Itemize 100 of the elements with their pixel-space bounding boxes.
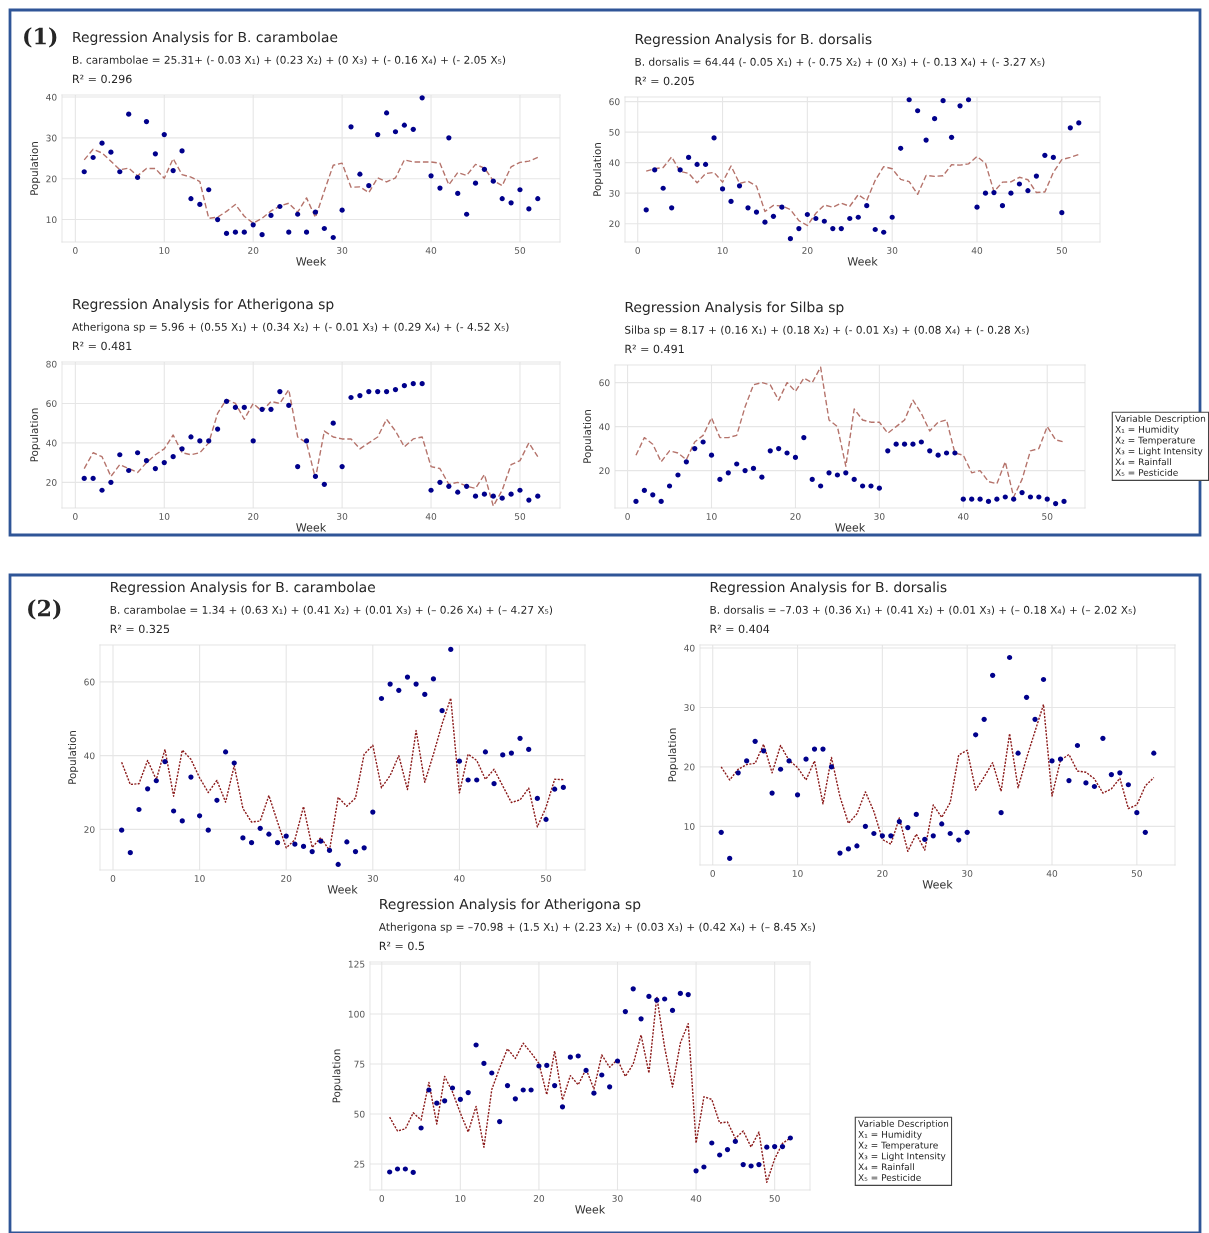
point [439,708,445,714]
point [752,738,758,744]
x-tick-label: 0 [73,247,78,254]
y-tick-label: 60 [46,400,57,407]
x-tick-label: 10 [455,1195,466,1202]
point [473,1042,479,1048]
point [528,1087,534,1093]
point [772,1144,778,1150]
x-tick-label: 20 [281,875,292,882]
point [250,222,256,228]
point [277,203,283,210]
x-tick-label: 50 [1131,870,1142,877]
point [330,234,336,241]
point [517,487,523,493]
point [232,229,239,235]
point [728,198,734,204]
point [396,687,402,693]
y-axis-title: Population [583,410,594,463]
point [455,190,461,197]
point [767,448,773,454]
y-tick-label: 40 [46,93,57,101]
point [575,1053,581,1059]
point [740,1162,746,1168]
point [669,205,675,211]
x-tick-label: 40 [971,247,983,254]
point [526,206,532,212]
point [675,472,681,478]
point [401,383,407,389]
point [693,1168,699,1174]
point [999,203,1006,209]
point [845,846,852,852]
point [81,475,87,481]
point [981,716,987,722]
line-series [720,703,1155,853]
chart-subtitle: B. dorsalis = 64.44 (- 0.05 X₁) + (- 0.75 X₂) + (0 X₃) + (- 0.13 X₄) + (- 3.27 X₅) [635,57,1045,68]
x-tick-label: 50 [514,513,526,520]
point [748,1163,754,1169]
point [277,389,283,395]
point [448,646,454,653]
point [375,389,381,395]
point [99,487,105,493]
point [583,1067,589,1073]
point [300,843,307,849]
point [392,129,399,135]
y-tick-label: 60 [609,98,620,106]
point [526,497,532,503]
point [170,167,176,174]
point [969,496,975,502]
chart-subtitle: B. carambolae = 1.34 + (0.63 X₁) + (0.41 X₂) + (0.01 X₃) + (– 0.26 X₄) + (– 4.27 X₅) [110,605,553,616]
point [1036,494,1042,500]
point [357,392,363,399]
point [419,95,425,101]
point [1002,494,1008,500]
point [534,795,540,802]
point [915,108,921,114]
chart-title: Regression Analysis for Silba sp [625,301,844,315]
point [361,845,367,851]
point [792,454,799,460]
point [481,166,488,172]
point [457,1096,463,1102]
point [292,841,298,847]
point [770,213,777,219]
point [711,135,717,141]
point [1015,750,1021,756]
point [464,483,470,489]
text: R² = 0.296 [73,74,132,84]
point [786,758,792,764]
point [761,748,767,754]
point [283,833,289,839]
text: R² = 0.5 [379,941,425,951]
point [994,496,1000,502]
point [1057,756,1064,762]
point [779,1144,786,1150]
point [259,232,265,238]
point [474,777,480,783]
text: R² = 0.491 [625,344,684,354]
point [864,203,870,209]
point [520,1087,526,1093]
point [708,452,715,458]
x-tick-label: 30 [337,513,348,520]
point [1059,210,1065,216]
point [241,404,247,410]
point [366,183,372,189]
point [222,749,229,755]
point [430,676,437,682]
chart-title: Regression Analysis for B. carambolae [73,31,338,45]
point [725,470,731,476]
y-tick-label: 50 [609,128,620,136]
point [330,420,336,426]
point [1042,152,1048,158]
chart-subtitle: Atherigona sp = 5.96 + (0.55 X₁) + (0.34 X₂) + (- 0.01 X₃) + (0.29 X₄) + (- 4.52 X₅) [72,322,509,333]
x-axis-title: Week [847,256,878,266]
point [179,818,185,824]
point [465,777,471,783]
point [309,848,315,855]
point [927,448,933,454]
x-tick-label: 50 [540,875,552,882]
point [879,833,885,839]
point [161,460,167,466]
point [134,450,141,456]
